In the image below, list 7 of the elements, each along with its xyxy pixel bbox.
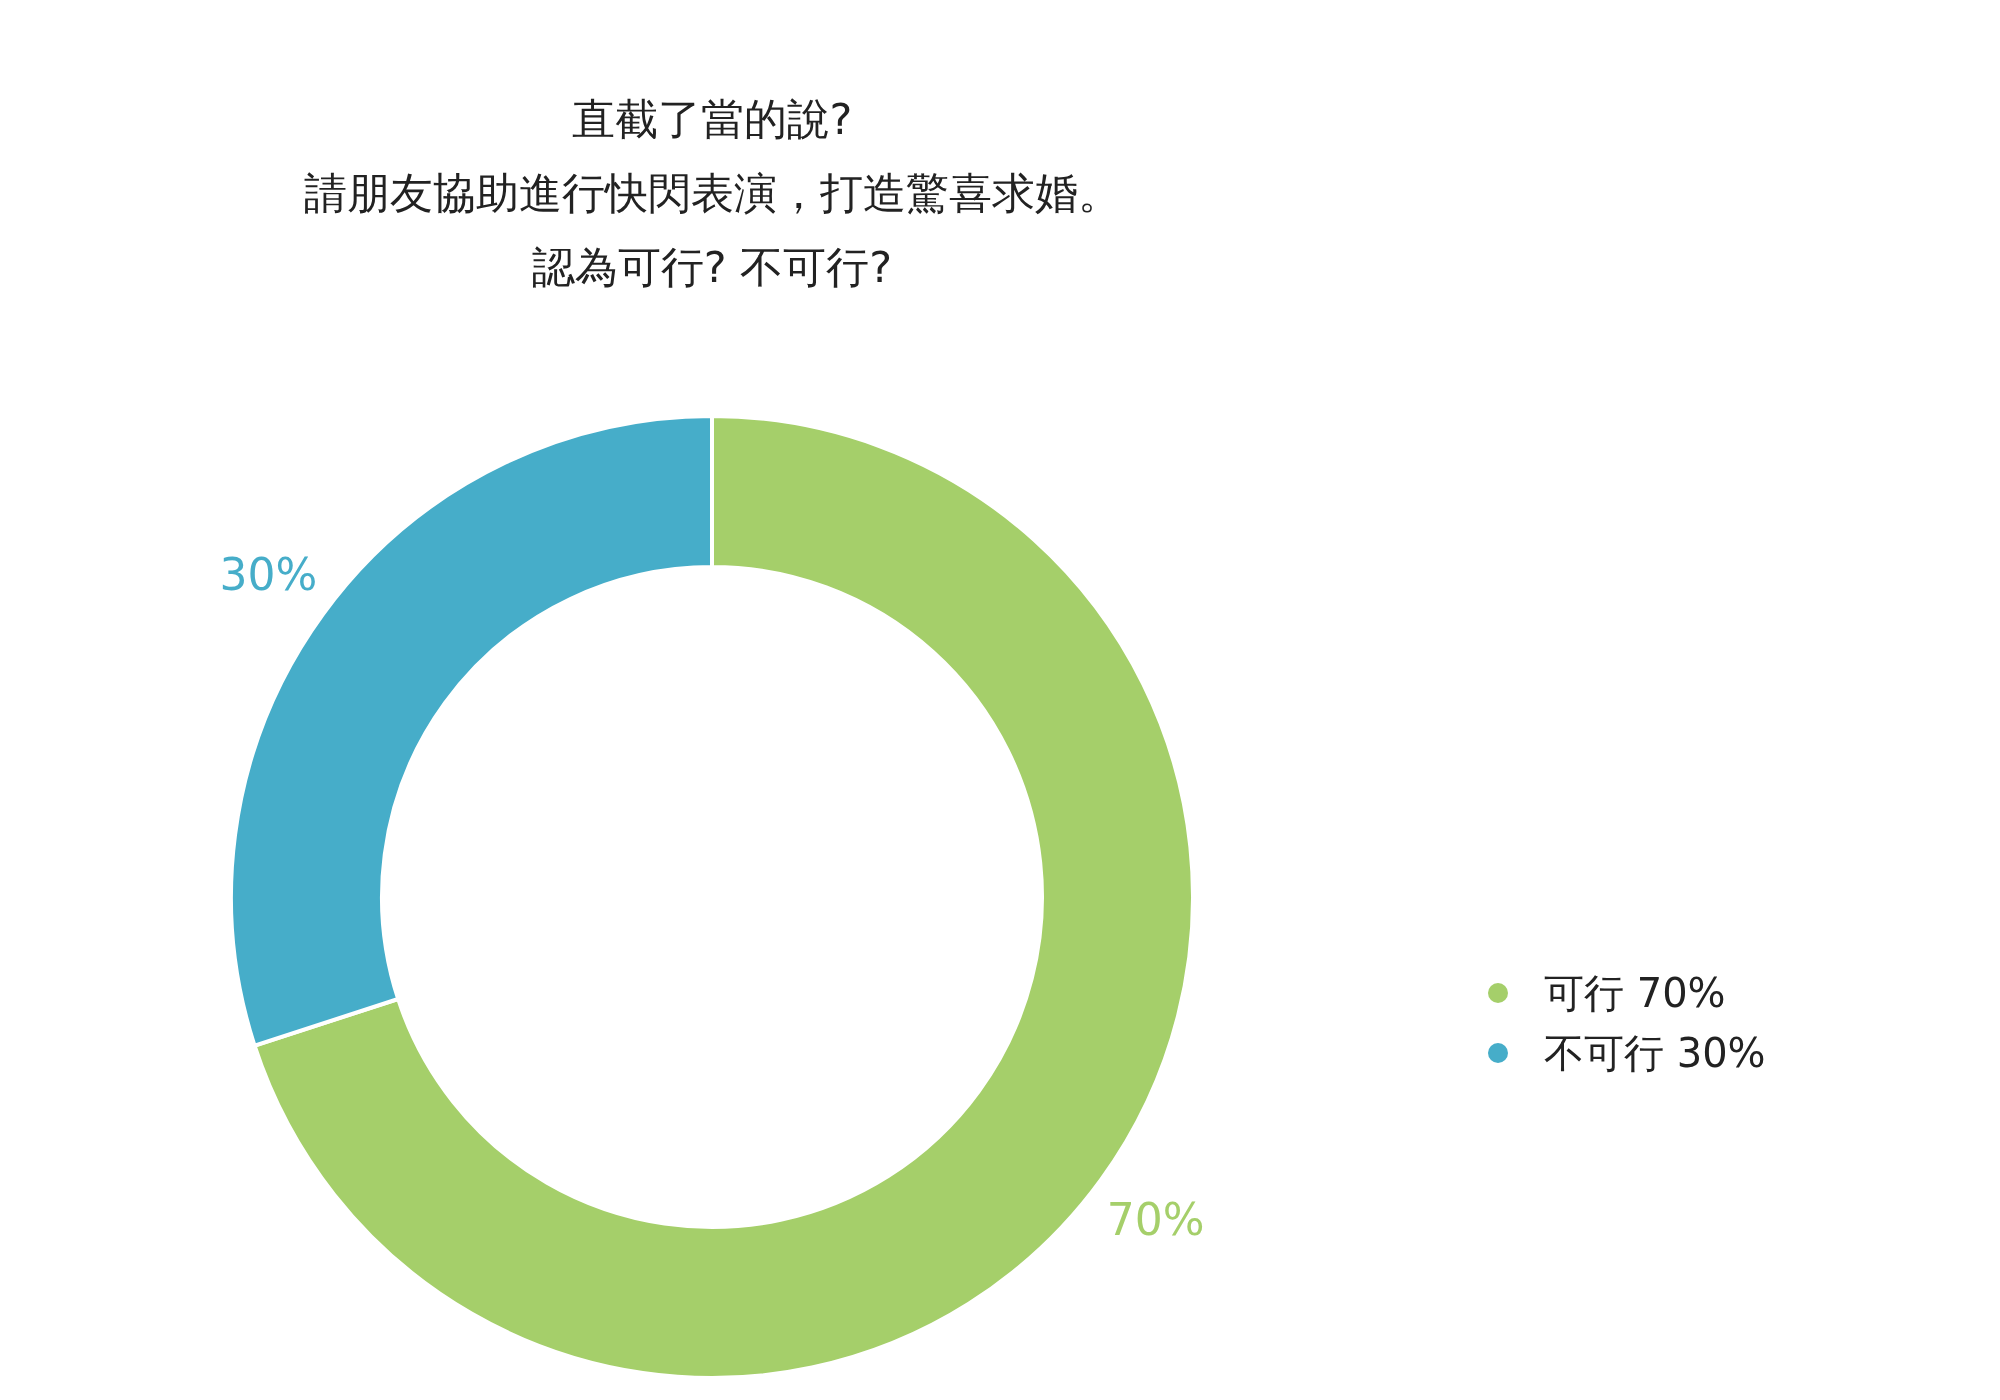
text: 30% xyxy=(1676,1030,1766,1076)
legend-label: 可行 xyxy=(1544,970,1624,1016)
text: 70% xyxy=(1636,970,1726,1016)
data-label: 30% xyxy=(219,549,318,601)
chart-title: 直截了當的說?請朋友協助進行快閃表演，打造驚喜求婚。認為可行? 不可行? xyxy=(303,94,1121,292)
data-label: 70% xyxy=(1106,1193,1205,1245)
legend-label: 不可行 xyxy=(1544,1030,1664,1076)
